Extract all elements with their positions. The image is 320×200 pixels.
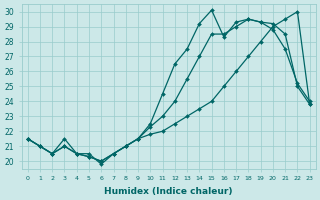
X-axis label: Humidex (Indice chaleur): Humidex (Indice chaleur) xyxy=(104,187,233,196)
